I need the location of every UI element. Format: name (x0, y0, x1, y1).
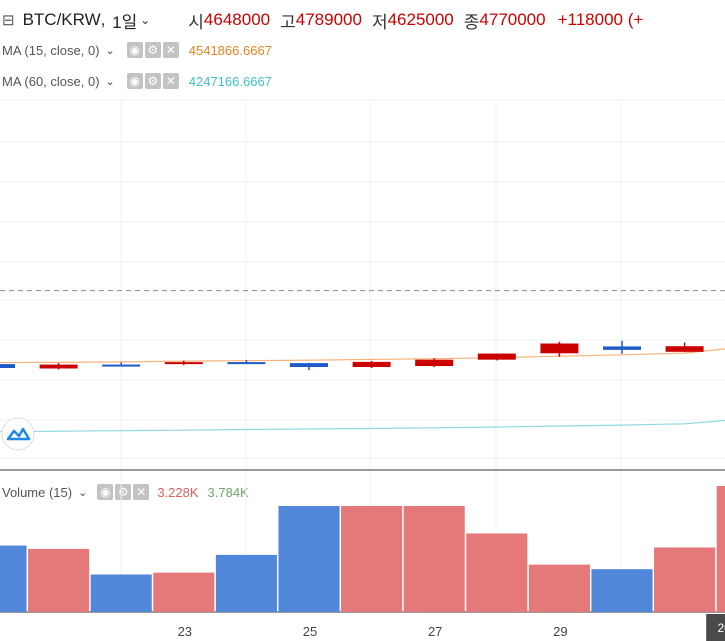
x-tick-label: 25 (303, 624, 317, 639)
eye-icon[interactable]: ◉ (126, 73, 143, 89)
candle-body (477, 353, 516, 360)
volume-bar (28, 548, 90, 612)
candle-body (0, 364, 15, 368)
volume-bar (654, 547, 716, 612)
x-tick-label: 23 (178, 624, 192, 639)
logo-mark (6, 427, 31, 441)
close-icon[interactable]: ✕ (162, 73, 179, 89)
candle-body (415, 359, 454, 367)
close-label: 종 (463, 12, 480, 32)
ma60-label[interactable]: MA (60, close, 0) (2, 73, 100, 89)
candle-body (164, 362, 203, 365)
crosshair-date-badge (706, 614, 725, 641)
x-tick-label: 27 (428, 624, 442, 639)
interval-label[interactable]: 1일 (112, 12, 138, 32)
volume-bar (278, 505, 340, 612)
chevron-down-icon[interactable]: ⌄ (105, 75, 115, 88)
candle-body (603, 346, 641, 350)
high-value: 4789000 (295, 10, 362, 29)
candle-body (290, 363, 328, 368)
candle-body (102, 364, 141, 367)
ma60-legend: MA (60, close, 0) ⌄ ◉ ⚙ ✕ 4247166.6667 (0, 71, 272, 91)
change-value: +118000 (+ (557, 10, 644, 29)
candle-body (665, 346, 704, 352)
candle-body (227, 362, 266, 365)
candle-body (39, 364, 78, 369)
volume-label[interactable]: Volume (15) (2, 484, 73, 500)
ma60-value: 4247166.6667 (188, 73, 272, 89)
chevron-down-icon[interactable]: ⌄ (78, 486, 88, 499)
header-legend: ⊟ BTC/KRW , 1일 ⌄ 시 4648000 고 4789000 저 4625… (0, 8, 643, 32)
open-value: 4648000 (203, 10, 271, 29)
volume-legend: Volume (15) ⌄ ◉ ⚙ ✕ 3.228K 3.784K (0, 482, 249, 502)
volume-bar (215, 554, 277, 612)
volume-bar (403, 505, 465, 612)
high-label: 고 (280, 12, 296, 32)
x-tick-label: 29 (553, 624, 567, 639)
crosshair-date-label: 2019-04-01 (718, 621, 725, 635)
collapse-icon[interactable]: ⊟ (2, 12, 15, 29)
tradingview-logo-icon (1, 417, 35, 451)
gear-icon[interactable]: ⚙ (115, 484, 132, 500)
volume-bar (716, 486, 725, 612)
ma15-value: 4541866.6667 (188, 42, 272, 58)
volume-bar (0, 545, 27, 612)
close-icon[interactable]: ✕ (133, 484, 150, 500)
low-label: 저 (371, 12, 388, 32)
eye-icon[interactable]: ◉ (97, 484, 114, 500)
chevron-down-icon[interactable]: ⌄ (140, 13, 151, 27)
volume-bar (90, 574, 152, 612)
volume-value-2: 3.784K (207, 484, 249, 500)
open-label: 시 (188, 12, 204, 32)
candle-body (540, 343, 579, 354)
close-value: 4770000 (479, 10, 546, 29)
volume-bar (466, 533, 528, 612)
volume-bar (153, 572, 215, 612)
volume-bar (528, 564, 590, 612)
symbol-name[interactable]: BTC/KRW (22, 10, 101, 29)
close-icon[interactable]: ✕ (162, 42, 179, 58)
ma60-line (0, 419, 725, 433)
chevron-down-icon[interactable]: ⌄ (105, 44, 115, 57)
volume-bar (591, 569, 653, 612)
volume-value-1: 3.228K (157, 484, 199, 500)
candle-body (352, 361, 391, 368)
low-value: 4625000 (387, 10, 454, 29)
ma15-legend: MA (15, close, 0) ⌄ ◉ ⚙ ✕ 4541866.6667 (0, 40, 272, 60)
ma15-line (0, 348, 725, 364)
gear-icon[interactable]: ⚙ (144, 73, 161, 89)
ma15-label[interactable]: MA (15, close, 0) (2, 42, 100, 58)
volume-bar (341, 505, 403, 612)
eye-icon[interactable]: ◉ (126, 42, 143, 58)
gear-icon[interactable]: ⚙ (144, 42, 161, 58)
